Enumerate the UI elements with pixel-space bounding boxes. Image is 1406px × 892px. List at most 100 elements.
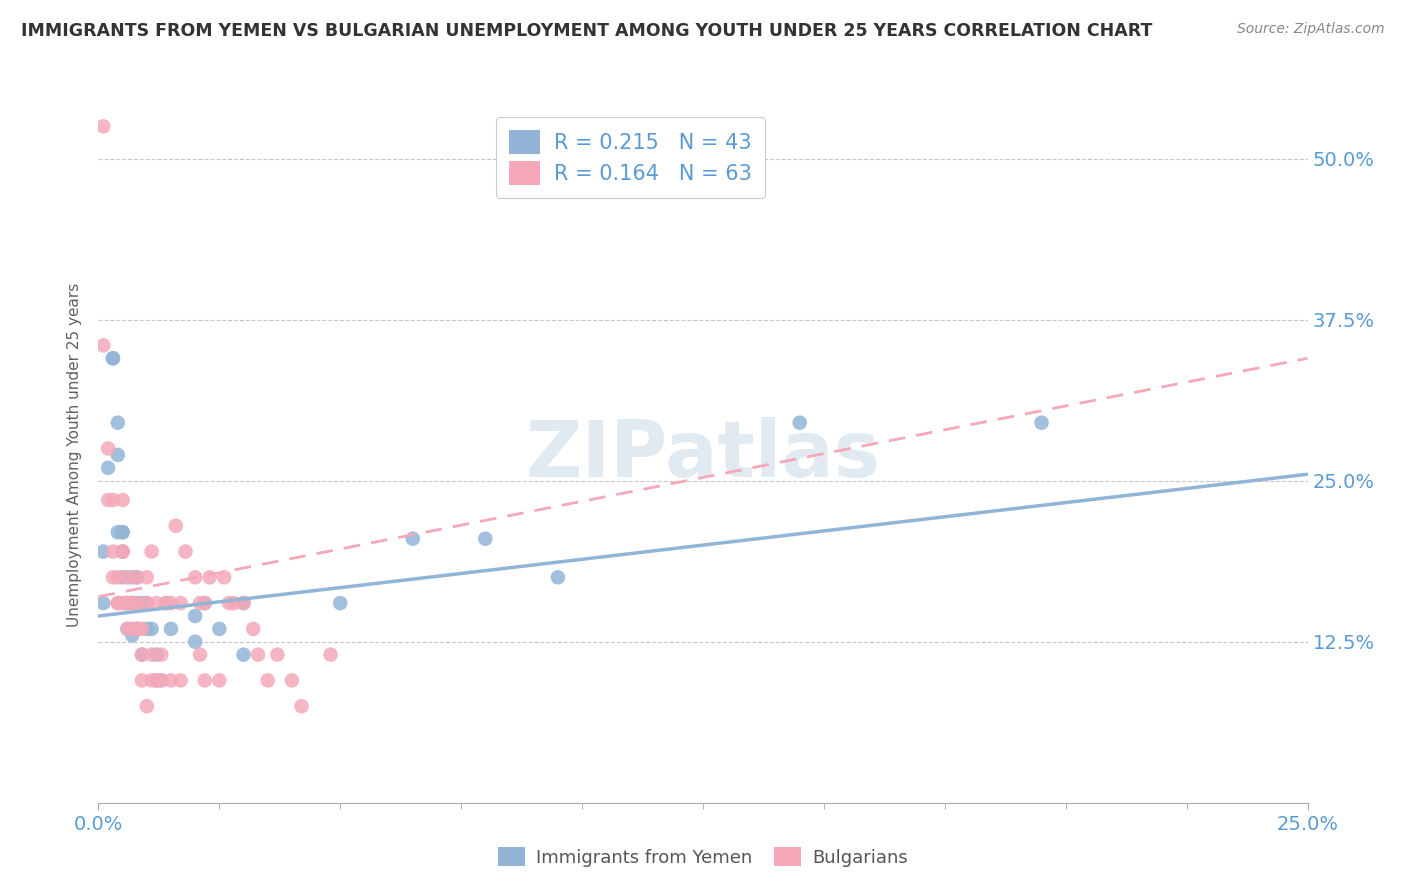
Point <box>198 570 221 584</box>
Point <box>232 596 254 610</box>
Point <box>145 648 167 662</box>
Point <box>121 596 143 610</box>
Point <box>208 622 231 636</box>
Point <box>135 699 157 714</box>
Point <box>194 673 217 688</box>
Point <box>141 673 163 688</box>
Point <box>117 596 139 610</box>
Point <box>111 525 134 540</box>
Point <box>160 673 183 688</box>
Point <box>91 338 114 352</box>
Point <box>121 570 143 584</box>
Point <box>111 596 134 610</box>
Point <box>131 673 153 688</box>
Point <box>184 609 207 624</box>
Point <box>101 351 124 366</box>
Point <box>127 596 149 610</box>
Point <box>155 596 177 610</box>
Point <box>789 416 811 430</box>
Point <box>107 596 129 610</box>
Point <box>194 596 217 610</box>
Point <box>107 416 129 430</box>
Point <box>121 596 143 610</box>
Point <box>127 622 149 636</box>
Point <box>188 648 211 662</box>
Point <box>101 351 124 366</box>
Point <box>218 596 240 610</box>
Point <box>121 622 143 636</box>
Point <box>101 544 124 558</box>
Point <box>232 596 254 610</box>
Point <box>547 570 569 584</box>
Point <box>145 596 167 610</box>
Point <box>184 634 207 648</box>
Point <box>97 493 120 508</box>
Point <box>165 518 187 533</box>
Point <box>121 596 143 610</box>
Point <box>329 596 352 610</box>
Point <box>107 596 129 610</box>
Point <box>117 596 139 610</box>
Point <box>117 622 139 636</box>
Point <box>290 699 312 714</box>
Point <box>131 648 153 662</box>
Point <box>111 570 134 584</box>
Point <box>127 570 149 584</box>
Point <box>111 544 134 558</box>
Point <box>222 596 245 610</box>
Point <box>135 622 157 636</box>
Point <box>91 544 114 558</box>
Point <box>111 525 134 540</box>
Point <box>111 544 134 558</box>
Point <box>135 596 157 610</box>
Text: ZIPatlas: ZIPatlas <box>526 417 880 493</box>
Point <box>121 628 143 642</box>
Point <box>131 622 153 636</box>
Point <box>101 570 124 584</box>
Text: IMMIGRANTS FROM YEMEN VS BULGARIAN UNEMPLOYMENT AMONG YOUTH UNDER 25 YEARS CORRE: IMMIGRANTS FROM YEMEN VS BULGARIAN UNEMP… <box>21 22 1153 40</box>
Point <box>111 596 134 610</box>
Point <box>145 673 167 688</box>
Point <box>145 673 167 688</box>
Point <box>194 596 217 610</box>
Point <box>242 622 264 636</box>
Point <box>232 648 254 662</box>
Point <box>127 596 149 610</box>
Point <box>141 648 163 662</box>
Point <box>107 570 129 584</box>
Point <box>107 525 129 540</box>
Point <box>150 648 173 662</box>
Point <box>160 622 183 636</box>
Point <box>174 544 197 558</box>
Point <box>266 648 288 662</box>
Point <box>150 673 173 688</box>
Point <box>141 622 163 636</box>
Point <box>135 570 157 584</box>
Point <box>169 673 191 688</box>
Point <box>208 673 231 688</box>
Point <box>111 493 134 508</box>
Point <box>155 596 177 610</box>
Point <box>111 544 134 558</box>
Point <box>91 120 114 134</box>
Point <box>91 596 114 610</box>
Point <box>141 544 163 558</box>
Point <box>101 493 124 508</box>
Point <box>474 532 496 546</box>
Point <box>184 570 207 584</box>
Point <box>247 648 270 662</box>
Point <box>256 673 278 688</box>
Text: Source: ZipAtlas.com: Source: ZipAtlas.com <box>1237 22 1385 37</box>
Point <box>97 442 120 456</box>
Point <box>107 448 129 462</box>
Point <box>117 596 139 610</box>
Point <box>117 570 139 584</box>
Point <box>188 596 211 610</box>
Point <box>150 673 173 688</box>
Point <box>160 596 183 610</box>
Point <box>127 622 149 636</box>
Point <box>212 570 235 584</box>
Legend: R = 0.215   N = 43, R = 0.164   N = 63: R = 0.215 N = 43, R = 0.164 N = 63 <box>496 118 765 198</box>
Point <box>281 673 304 688</box>
Point <box>1031 416 1053 430</box>
